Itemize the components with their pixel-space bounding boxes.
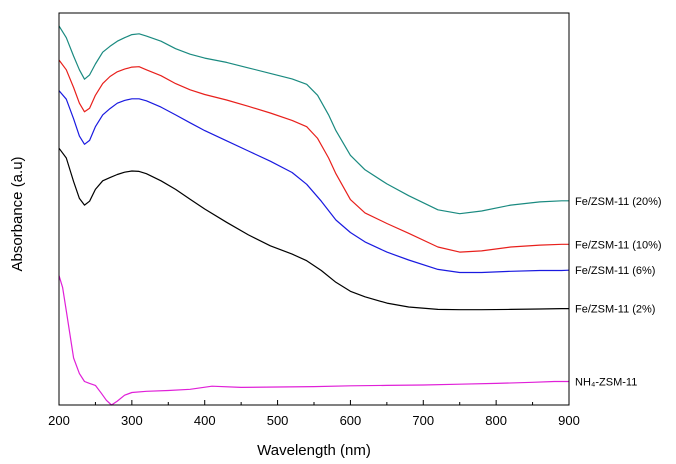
series-layer xyxy=(58,25,570,406)
series-label-2: Fe/ZSM-11 (6%) xyxy=(575,265,655,277)
series-label-1: Fe/ZSM-11 (10%) xyxy=(575,239,662,251)
x-tick-label-0: 200 xyxy=(48,413,70,428)
x-tick-label-5: 700 xyxy=(412,413,434,428)
series-labels: Fe/ZSM-11 (20%) Fe/ZSM-11 (10%) Fe/ZSM-11 … xyxy=(575,196,662,389)
y-axis-title: Absorbance (a.u) xyxy=(9,156,26,271)
x-tick-label-4: 600 xyxy=(340,413,362,428)
x-axis: 200 300 400 500 600 700 800 900 xyxy=(48,400,580,428)
x-axis-title: Wavelength (nm) xyxy=(257,442,371,459)
series-line-0 xyxy=(58,25,569,215)
series-line-4 xyxy=(58,275,569,406)
x-tick-label-2: 400 xyxy=(194,413,216,428)
x-tick-label-7: 900 xyxy=(558,413,580,428)
x-tick-label-6: 800 xyxy=(485,413,507,428)
x-tick-label-1: 300 xyxy=(121,413,143,428)
series-line-3 xyxy=(58,147,569,311)
series-label-4: NH₄-ZSM-11 xyxy=(575,376,637,388)
x-tick-label-3: 500 xyxy=(267,413,289,428)
series-label-0: Fe/ZSM-11 (20%) xyxy=(575,196,662,208)
series-line-1 xyxy=(58,59,569,253)
series-line-2 xyxy=(58,90,570,274)
series-label-3: Fe/ZSM-11 (2%) xyxy=(575,304,655,316)
